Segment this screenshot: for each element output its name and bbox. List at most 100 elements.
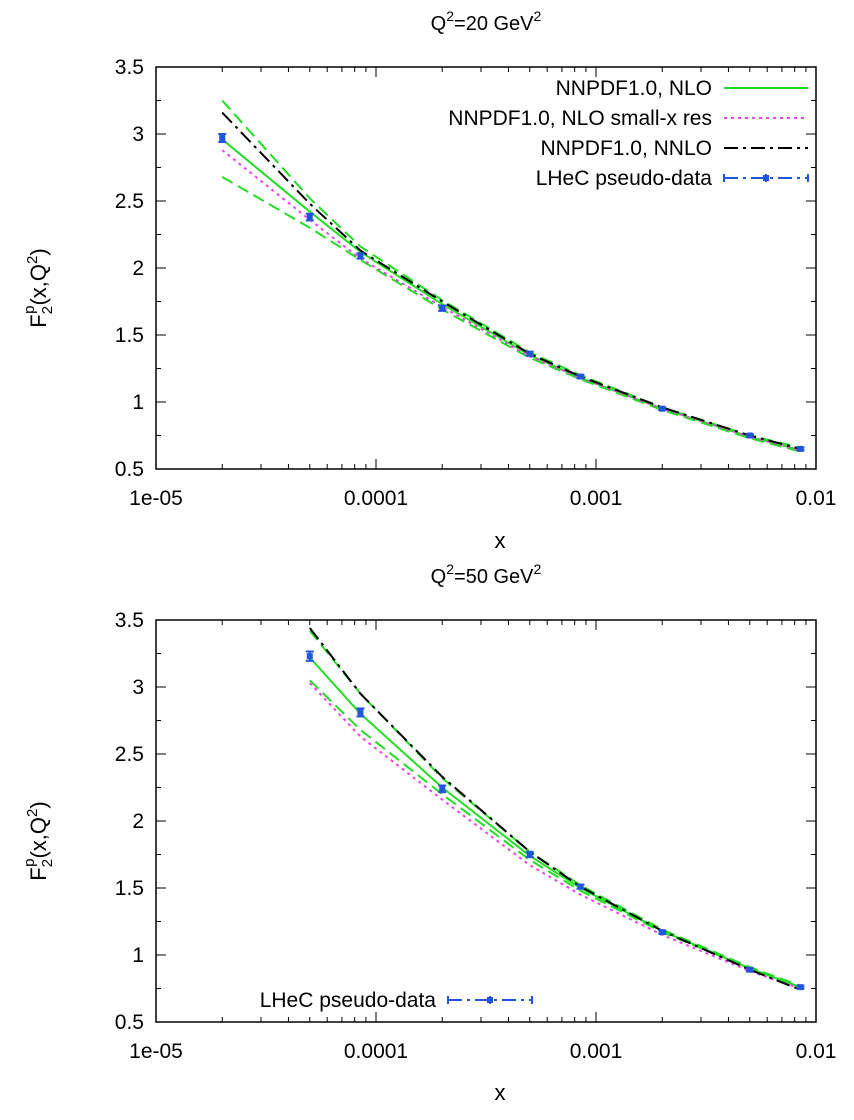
ylabel-part: 2 <box>39 306 56 314</box>
legend-label: LHeC pseudo-data <box>260 989 437 1012</box>
series-line-dashdot <box>221 111 801 450</box>
x-tick-label: 0.001 <box>570 1040 623 1063</box>
ylabel-part: (x,Q <box>26 264 51 306</box>
point-marker <box>357 709 364 716</box>
data-point <box>745 432 754 439</box>
chart-title: Q2=50 GeV2 <box>431 561 542 588</box>
series-line-dashed <box>309 630 801 987</box>
series-line-dashed <box>309 679 801 989</box>
series-line-solid <box>309 656 801 989</box>
series-line-dashdot <box>309 627 801 991</box>
chart-title: Q2=20 GeV2 <box>431 8 542 35</box>
x-tick-label: 0.0001 <box>344 1040 408 1063</box>
title-part: =50 GeV <box>454 566 534 588</box>
legend-swatch-marker <box>487 997 493 1003</box>
point-marker <box>659 405 666 412</box>
y-tick-label: 2.5 <box>115 743 144 766</box>
ylabel-part: (x,Q <box>26 817 51 859</box>
legend-item: NNPDF1.0, NLO <box>556 77 808 100</box>
series-line-solid <box>221 138 801 452</box>
data-point <box>576 883 585 890</box>
y-tick-label: 1 <box>132 944 144 967</box>
point-marker <box>306 214 313 221</box>
data-point <box>305 212 314 222</box>
data-point <box>438 304 447 312</box>
data-point <box>438 784 447 794</box>
y-tick-label: 1.5 <box>115 324 144 347</box>
series-line-dashed <box>221 176 801 453</box>
y-tick-label: 2 <box>132 810 144 833</box>
x-tick-label: 1e-05 <box>129 487 183 510</box>
x-tick-label: 0.0001 <box>344 487 408 510</box>
title-part: =20 GeV <box>454 13 534 35</box>
y-tick-label: 3.5 <box>115 609 144 632</box>
data-point <box>576 373 585 380</box>
data-point <box>796 445 805 452</box>
ylabel-part: F <box>26 314 51 327</box>
ylabel-part: 2 <box>24 809 41 817</box>
point-marker <box>797 445 804 452</box>
ylabel-part: F <box>26 867 51 880</box>
data-point <box>658 929 667 936</box>
point-marker <box>577 883 584 890</box>
y-tick-label: 3 <box>132 123 144 146</box>
point-marker <box>577 373 584 380</box>
data-point <box>745 966 754 973</box>
point-marker <box>357 252 364 259</box>
title-part: 2 <box>534 8 542 24</box>
point-marker <box>746 432 753 439</box>
ylabel-part: 2 <box>39 859 56 867</box>
point-marker <box>746 966 753 973</box>
legend-item: NNPDF1.0, NLO small-x res <box>448 107 808 130</box>
point-marker <box>797 984 804 991</box>
series-line-dotted <box>221 149 801 452</box>
series-line-dashed <box>221 99 801 449</box>
data-point <box>305 650 314 662</box>
ylabel-part: 2 <box>24 256 41 264</box>
x-axis-label: x <box>495 1080 506 1105</box>
y-tick-label: 2 <box>132 257 144 280</box>
point-marker <box>659 929 666 936</box>
y-axis-label: F2p(x,Q2) <box>21 801 56 880</box>
y-tick-label: 3.5 <box>115 56 144 79</box>
plot-frame <box>155 66 817 470</box>
ylabel-part: ) <box>26 248 51 255</box>
point-marker <box>306 653 313 660</box>
x-axis-label: x <box>495 528 506 553</box>
legend-label: NNPDF1.0, NLO small-x res <box>448 107 712 130</box>
ylabel-part: p <box>21 306 38 314</box>
x-tick-label: 0.01 <box>796 1040 837 1063</box>
y-tick-label: 2.5 <box>115 190 144 213</box>
legend-item: LHeC pseudo-data <box>260 989 533 1012</box>
data-point <box>218 133 227 144</box>
data-point <box>525 350 534 357</box>
title-part: 2 <box>534 561 542 577</box>
legend-label: LHeC pseudo-data <box>536 167 713 190</box>
legend-item: LHeC pseudo-data <box>536 167 809 190</box>
y-tick-label: 0.5 <box>115 458 144 481</box>
data-point <box>356 707 365 718</box>
ylabel-part: ) <box>26 801 51 808</box>
data-point <box>356 252 365 260</box>
x-tick-label: 1e-05 <box>129 1040 183 1063</box>
point-marker <box>526 851 533 858</box>
legend-swatch-marker <box>763 175 769 181</box>
data-point <box>525 850 534 859</box>
y-tick-label: 3 <box>132 676 144 699</box>
y-tick-label: 1 <box>132 391 144 414</box>
legend-label: NNPDF1.0, NNLO <box>540 137 712 160</box>
title-part: 2 <box>446 561 454 577</box>
y-axis-label: F2p(x,Q2) <box>21 248 56 327</box>
ylabel-part: p <box>21 859 38 867</box>
title-part: Q <box>431 13 447 35</box>
title-part: Q <box>431 566 447 588</box>
y-tick-label: 0.5 <box>115 1011 144 1034</box>
plot-frame <box>155 619 817 1023</box>
point-marker <box>439 785 446 792</box>
y-tick-label: 1.5 <box>115 877 144 900</box>
x-tick-label: 0.001 <box>570 487 623 510</box>
point-marker <box>219 135 226 142</box>
